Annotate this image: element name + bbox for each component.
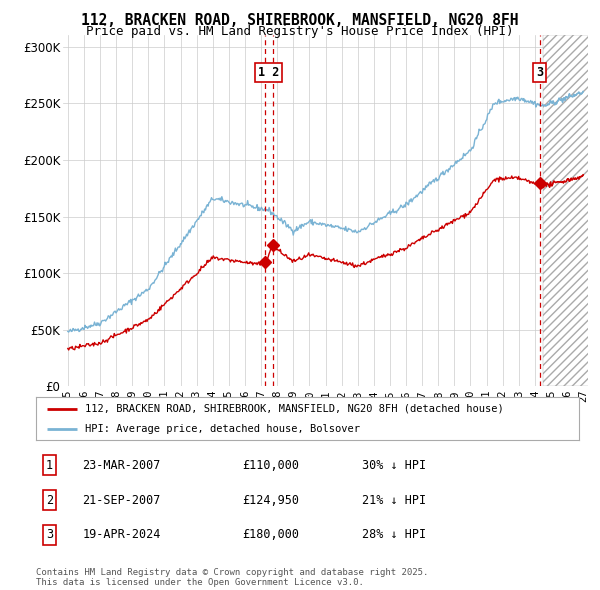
Text: 19-APR-2024: 19-APR-2024 [82,529,161,542]
Text: 21% ↓ HPI: 21% ↓ HPI [362,493,426,507]
Text: 21-SEP-2007: 21-SEP-2007 [82,493,161,507]
Text: 112, BRACKEN ROAD, SHIREBROOK, MANSFIELD, NG20 8FH (detached house): 112, BRACKEN ROAD, SHIREBROOK, MANSFIELD… [85,404,503,414]
Text: 30% ↓ HPI: 30% ↓ HPI [362,458,426,471]
Text: 2: 2 [46,493,53,507]
Text: £180,000: £180,000 [242,529,299,542]
Text: Contains HM Land Registry data © Crown copyright and database right 2025.
This d: Contains HM Land Registry data © Crown c… [36,568,428,587]
Text: 1 2: 1 2 [258,65,280,78]
Text: 3: 3 [46,529,53,542]
Text: 3: 3 [536,65,543,78]
Text: 112, BRACKEN ROAD, SHIREBROOK, MANSFIELD, NG20 8FH: 112, BRACKEN ROAD, SHIREBROOK, MANSFIELD… [81,13,519,28]
Text: 28% ↓ HPI: 28% ↓ HPI [362,529,426,542]
Text: 1: 1 [46,458,53,471]
Text: £124,950: £124,950 [242,493,299,507]
Text: 23-MAR-2007: 23-MAR-2007 [82,458,161,471]
Bar [543,35,596,386]
Text: Price paid vs. HM Land Registry's House Price Index (HPI): Price paid vs. HM Land Registry's House … [86,25,514,38]
Text: £110,000: £110,000 [242,458,299,471]
Text: HPI: Average price, detached house, Bolsover: HPI: Average price, detached house, Bols… [85,424,360,434]
